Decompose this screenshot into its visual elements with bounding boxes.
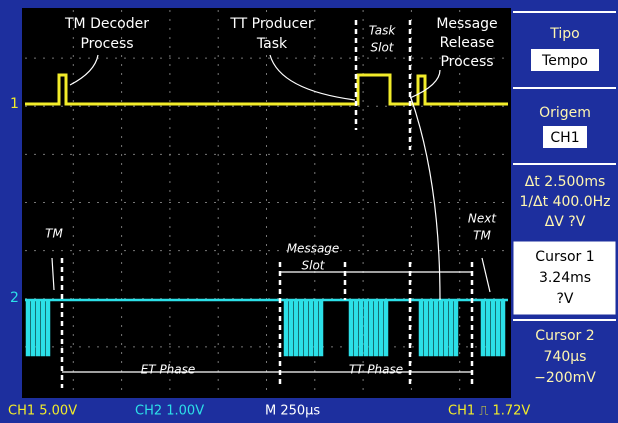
- annotation: Message: [436, 16, 497, 32]
- annotation: Process: [440, 54, 493, 70]
- menu-value[interactable]: CH1: [550, 130, 579, 146]
- cursor-label[interactable]: Cursor 2: [535, 328, 594, 344]
- cursor-readout: ΔV ?V: [545, 214, 586, 230]
- menu-label: Tipo: [549, 26, 579, 42]
- cursor-readout: Δt 2.500ms: [525, 174, 606, 190]
- cursor-time: 3.24ms: [539, 270, 591, 286]
- menu-value[interactable]: Tempo: [541, 53, 588, 69]
- annotation: Next: [468, 212, 497, 226]
- annotation: ET Phase: [141, 363, 196, 377]
- annotation: Slot: [371, 41, 395, 55]
- annotation: TT Producer: [229, 16, 314, 32]
- cursor-readout: 1/Δt 400.0Hz: [519, 194, 610, 210]
- annotation: Task: [256, 36, 288, 52]
- scope-screen: 1 2 TM Decoder Process TT Producer Task …: [0, 0, 618, 423]
- annotation: Slot: [302, 259, 326, 273]
- annotation: Task: [369, 24, 397, 38]
- status-ch1: CH1 5.00V: [8, 404, 77, 419]
- annotation: TT Phase: [349, 363, 403, 377]
- annotation: Release: [440, 35, 495, 51]
- annotation: TM Decoder: [64, 16, 149, 32]
- cursor-time: 740µs: [544, 349, 587, 365]
- status-ch2: CH2 1.00V: [135, 404, 204, 419]
- ch1-marker: 1: [10, 96, 19, 112]
- annotation: TM: [45, 227, 63, 241]
- cursor-volt: −200mV: [534, 370, 596, 386]
- ch2-marker: 2: [10, 290, 19, 306]
- status-timebase: M 250µs: [265, 404, 320, 419]
- menu-label: Origem: [539, 105, 591, 121]
- annotation: TM: [473, 229, 491, 243]
- annotation: Message: [287, 242, 340, 256]
- status-trigger: CH1 ⎍ 1.72V: [448, 404, 530, 419]
- annotation: Process: [80, 36, 133, 52]
- cursor-volt: ?V: [556, 291, 573, 307]
- cursor-label: Cursor 1: [535, 249, 594, 265]
